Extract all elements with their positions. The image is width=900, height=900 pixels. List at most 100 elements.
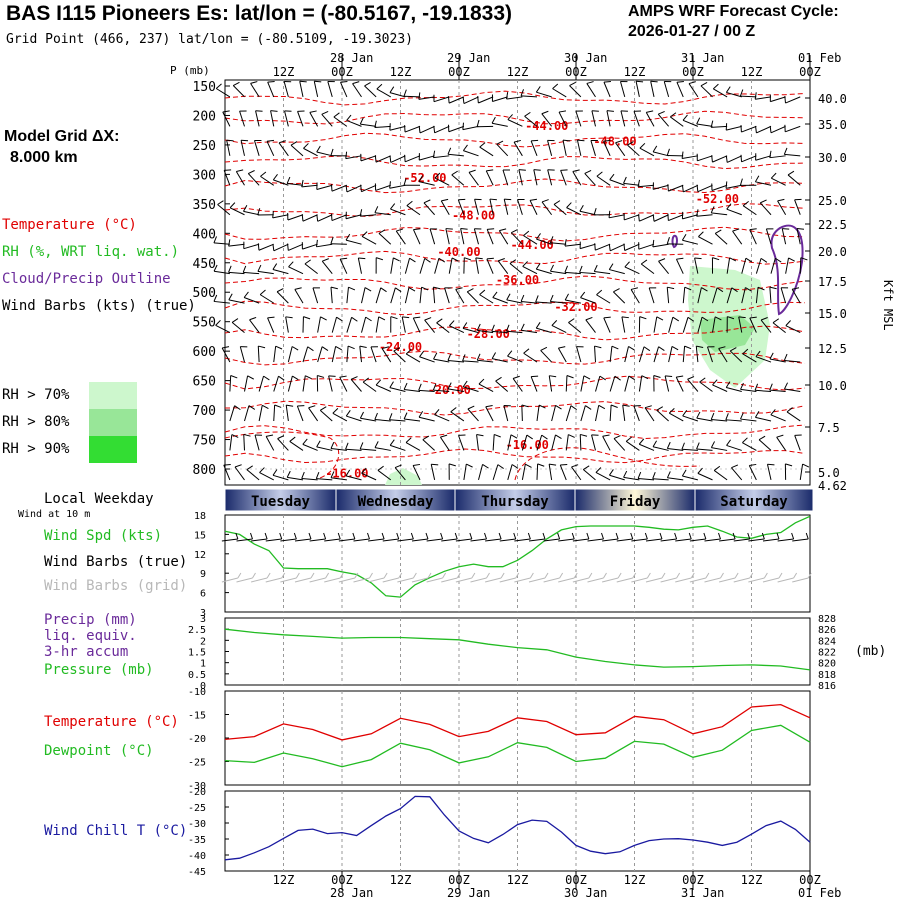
wind-barb	[697, 155, 713, 162]
wind-barb	[645, 112, 655, 127]
wind-barb	[498, 230, 509, 245]
wind-barb-feather	[560, 463, 568, 466]
wind-barb	[755, 287, 759, 304]
wind-barb-feather	[250, 81, 258, 84]
wind-barb	[462, 327, 479, 334]
wind-barb-feather	[320, 316, 327, 321]
panel-ytick-label: -35	[188, 835, 206, 846]
cloud-outline	[671, 234, 678, 249]
wind-barb-feather	[770, 172, 777, 179]
wind-barb-feather	[783, 353, 788, 361]
wind-barb-grid-feather	[646, 572, 651, 579]
wind-barb-feather	[760, 199, 767, 204]
wind-barb	[375, 287, 382, 304]
wind-barb-true	[397, 538, 414, 542]
wind-barb-true-feather	[732, 532, 736, 540]
wind-barb	[374, 447, 391, 451]
wind-barb	[273, 243, 289, 252]
wind-barb-feather	[478, 378, 485, 385]
cs-y2tick-label: 17.5	[818, 275, 847, 289]
wind-barb	[478, 383, 494, 392]
wind-barb-feather	[653, 375, 661, 378]
wind-barb	[301, 184, 318, 188]
wind-barb	[696, 448, 713, 451]
wind-barb-feather	[740, 382, 744, 390]
wind-barb-feather	[336, 316, 343, 322]
wind-barb-feather	[249, 316, 257, 321]
wind-barb	[726, 208, 742, 216]
wind-barb-feather	[523, 348, 530, 354]
wind-barb-feather	[755, 125, 757, 133]
wind-barb-feather	[784, 96, 786, 104]
panel-ytick-label: -30	[188, 819, 206, 830]
wind-barb-feather	[330, 471, 335, 478]
wind-barb	[591, 434, 596, 451]
wind-barb-feather	[541, 199, 549, 203]
wind-barb	[771, 177, 786, 186]
wind-barb	[360, 123, 377, 127]
wind-barb-feather	[727, 316, 735, 320]
wind-barb	[246, 469, 260, 481]
wind-barb	[333, 116, 348, 127]
temperature-label: -44.00	[510, 238, 553, 252]
wind-barb-feather	[652, 214, 655, 222]
wind-barb-feather	[682, 114, 688, 121]
wind-barb	[507, 119, 523, 127]
wind-barb	[560, 170, 567, 186]
wind-barb-feather	[506, 92, 509, 100]
wind-barb-feather	[243, 433, 251, 437]
wind-barb-feather	[731, 464, 739, 469]
temperature-label: -28.00	[467, 327, 510, 341]
wind-barb	[755, 181, 772, 186]
wind-barb-feather	[524, 111, 531, 117]
wind-barb	[731, 467, 743, 481]
weekday-bar: Tuesday Wednesday Thursday Friday Saturday	[224, 488, 814, 512]
wind-barb	[277, 438, 289, 451]
wind-barb	[390, 208, 406, 216]
wind-barb-feather	[511, 229, 518, 234]
wind-barb	[424, 319, 436, 333]
wind-barb-feather	[462, 380, 468, 388]
wind-barb-feather	[247, 375, 254, 380]
wind-barb	[521, 329, 538, 334]
wind-barb	[741, 287, 746, 304]
wind-barb	[266, 141, 275, 157]
wind-barb	[726, 444, 742, 451]
wind-barb	[304, 263, 318, 275]
wind-barb-grid-feather	[354, 572, 359, 579]
legend-rh90-swatch	[89, 436, 137, 463]
wind-barb-feather	[775, 257, 782, 263]
wind-barb	[523, 352, 538, 363]
wind-barb	[429, 228, 436, 245]
wind-barb	[345, 155, 362, 160]
wind-barb	[666, 287, 670, 304]
wind-barb	[726, 257, 731, 274]
wind-barb	[418, 416, 435, 422]
wind-barb	[521, 404, 523, 421]
wind-barb-feather	[770, 409, 776, 416]
wind-barb	[585, 319, 596, 333]
wind-barb	[535, 301, 552, 304]
wind-barb	[552, 88, 567, 98]
wind-barb-grid-feather	[763, 572, 768, 579]
wind-barb-feather	[418, 383, 422, 391]
wind-barb	[623, 182, 640, 186]
wind-barb-feather	[476, 434, 484, 437]
wind-barb-feather	[670, 112, 677, 118]
wind-barb-feather	[694, 257, 702, 260]
wind-barb	[345, 239, 362, 245]
wind-barb-grid	[733, 577, 750, 583]
wind-barb-true-feather	[308, 532, 312, 540]
wind-barb-feather	[666, 148, 670, 156]
wind-barb-grid	[221, 577, 238, 583]
wind-barb-feather	[364, 82, 371, 87]
wind-barb	[638, 184, 655, 188]
wind-barb-feather	[523, 230, 530, 236]
panel-ytick-label: -25	[188, 803, 206, 814]
wind-barb-feather	[598, 404, 606, 410]
wind-barb	[595, 375, 601, 392]
wind-barb	[405, 353, 421, 363]
wind-barb-true-feather	[513, 532, 517, 540]
wind-barb-feather	[286, 470, 291, 478]
wind-barb	[740, 388, 757, 393]
